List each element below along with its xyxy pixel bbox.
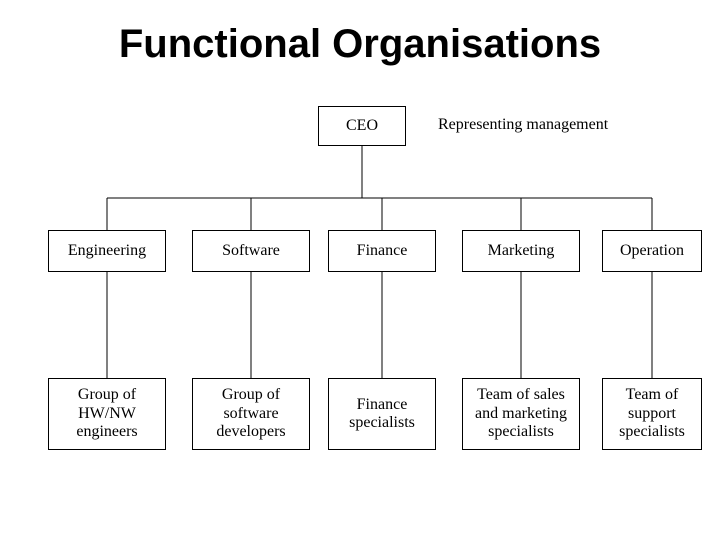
team-finspec-box: Financespecialists: [328, 378, 436, 450]
team-swdev-label: Group ofsoftwaredevelopers: [216, 386, 285, 441]
ceo-box: CEO: [318, 106, 406, 146]
team-finspec-label: Financespecialists: [349, 396, 415, 433]
dept-operation-box: Operation: [602, 230, 702, 272]
page-title: Functional Organisations: [0, 22, 720, 67]
dept-engineering-box: Engineering: [48, 230, 166, 272]
dept-operation-label: Operation: [620, 242, 684, 260]
dept-software-box: Software: [192, 230, 310, 272]
dept-engineering-label: Engineering: [68, 242, 146, 260]
team-hwnw-box: Group ofHW/NWengineers: [48, 378, 166, 450]
management-annotation: Representing management: [438, 116, 608, 134]
dept-marketing-box: Marketing: [462, 230, 580, 272]
dept-finance-label: Finance: [357, 242, 408, 260]
dept-software-label: Software: [222, 242, 280, 260]
team-hwnw-label: Group ofHW/NWengineers: [76, 386, 137, 441]
team-sales-box: Team of salesand marketingspecialists: [462, 378, 580, 450]
dept-marketing-label: Marketing: [488, 242, 555, 260]
org-chart-canvas: Functional Organisations Representing ma…: [0, 0, 720, 540]
team-support-label: Team ofsupportspecialists: [619, 386, 685, 441]
team-swdev-box: Group ofsoftwaredevelopers: [192, 378, 310, 450]
team-support-box: Team ofsupportspecialists: [602, 378, 702, 450]
dept-finance-box: Finance: [328, 230, 436, 272]
team-sales-label: Team of salesand marketingspecialists: [475, 386, 567, 441]
ceo-label: CEO: [346, 117, 378, 135]
